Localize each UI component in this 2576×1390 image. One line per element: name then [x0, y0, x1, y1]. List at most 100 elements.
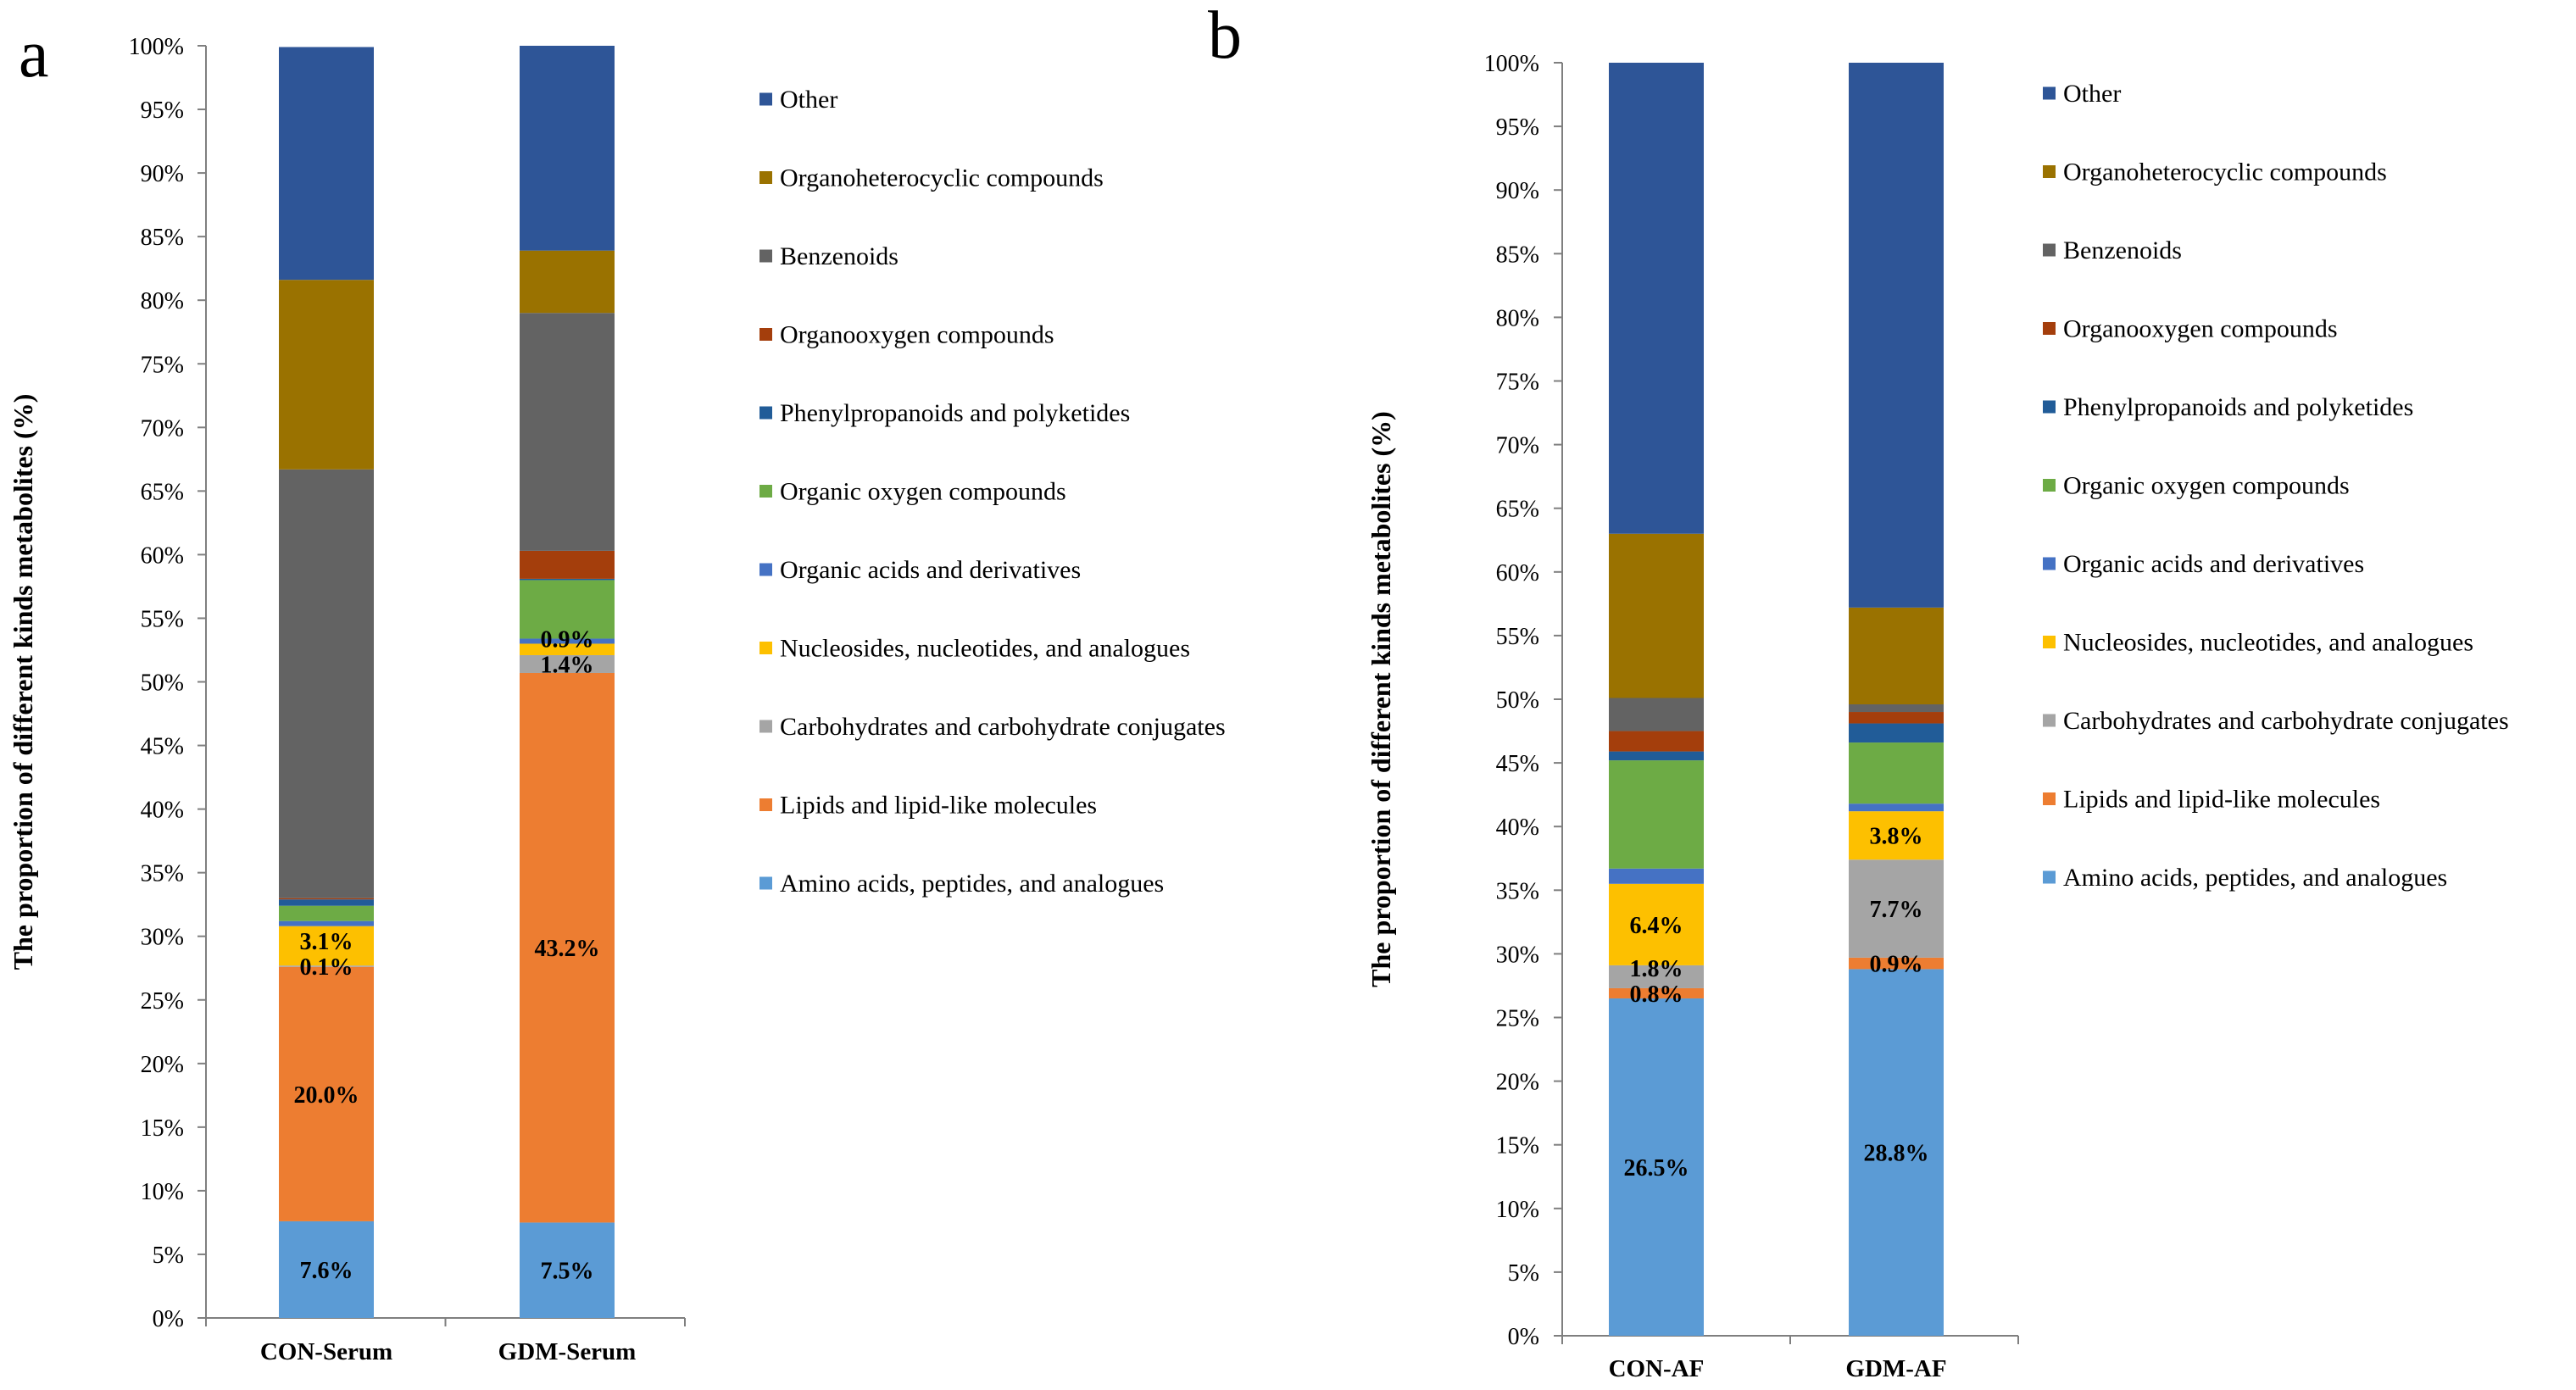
- legend-label: Carbohydrates and carbohydrate conjugate…: [2063, 707, 2509, 735]
- legend-label: Organic acids and derivatives: [2063, 550, 2364, 578]
- data-label: 0.8%: [1630, 981, 1683, 1008]
- legend-swatch: [2043, 479, 2056, 492]
- bar-segment: [1849, 63, 1944, 608]
- y-tick-label: 95%: [141, 97, 184, 124]
- legend-label: Organic acids and derivatives: [780, 556, 1081, 584]
- y-tick-label: 10%: [141, 1179, 184, 1205]
- legend-swatch: [2043, 243, 2056, 257]
- legend-label: Phenylpropanoids and polyketides: [780, 399, 1130, 427]
- data-label: 7.5%: [541, 1259, 594, 1285]
- bar-segment: [520, 46, 615, 251]
- legend-swatch: [2043, 165, 2056, 178]
- x-category-label: GDM-AF: [1845, 1355, 1946, 1382]
- data-label: 1.8%: [1630, 956, 1683, 982]
- legend-label: Lipids and lipid-like molecules: [780, 792, 1097, 820]
- bar-segment: [1849, 712, 1944, 724]
- y-tick-label: 90%: [1496, 178, 1539, 204]
- legend-label: Organooxygen compounds: [780, 321, 1054, 349]
- legend-swatch: [2043, 870, 2056, 884]
- data-label: 7.7%: [1870, 897, 1923, 923]
- legend-label: Organic oxygen compounds: [2063, 472, 2350, 500]
- legend-label: Other: [780, 86, 837, 114]
- bar-segment: [1849, 723, 1944, 743]
- bar-segment: [1609, 868, 1704, 884]
- y-tick-label: 90%: [141, 161, 184, 187]
- x-category-label: CON-AF: [1609, 1355, 1705, 1382]
- bar-segment: [1609, 965, 1704, 988]
- y-tick-label: 55%: [1496, 624, 1539, 650]
- legend-swatch: [759, 406, 772, 420]
- bar-segment: [1849, 607, 1944, 705]
- y-tick-label: 60%: [141, 542, 184, 569]
- legend-swatch: [759, 249, 772, 263]
- y-tick-label: 20%: [141, 1052, 184, 1078]
- bar-segment: [1849, 704, 1944, 713]
- y-tick-label: 70%: [141, 415, 184, 442]
- data-label: 0.1%: [300, 954, 353, 981]
- data-label: 3.1%: [300, 929, 353, 955]
- legend-swatch: [759, 485, 772, 498]
- legend-swatch: [759, 720, 772, 733]
- legend-label: Organoheterocyclic compounds: [2063, 158, 2387, 186]
- bar-segment: [1849, 811, 1944, 860]
- bar-segment: [279, 966, 374, 1221]
- y-tick-label: 85%: [141, 225, 184, 251]
- y-tick-label: 5%: [1508, 1260, 1539, 1287]
- panel-a-chart: a 0% 5% 10% 15% 20% 25% 30% 35% 40% 45% 50% 55% 60% 65…: [8, 17, 1226, 1365]
- y-tick-label: 55%: [141, 606, 184, 632]
- bar-segment: [1849, 742, 1944, 804]
- bar-segment: [279, 920, 374, 926]
- bar-segment: [520, 654, 615, 673]
- bar-segment: [279, 965, 374, 967]
- bar-segment: [520, 638, 615, 644]
- bar-segment: [279, 898, 374, 900]
- data-label: 0.9%: [541, 626, 594, 653]
- legend-swatch: [2043, 322, 2056, 335]
- y-tick-label: 30%: [141, 925, 184, 951]
- bar-segment: [279, 899, 374, 906]
- y-tick-label: 50%: [1496, 687, 1539, 714]
- y-tick-label: 80%: [141, 288, 184, 314]
- data-label: 1.4%: [541, 652, 594, 678]
- y-tick-label: 5%: [153, 1243, 184, 1269]
- y-tick-label: 40%: [1496, 815, 1539, 841]
- data-label: 26.5%: [1624, 1155, 1689, 1182]
- bar-segment: [279, 926, 374, 966]
- legend-swatch: [759, 876, 772, 890]
- legend-swatch: [2043, 792, 2056, 805]
- y-tick-label: 75%: [141, 352, 184, 378]
- legend-label: Other: [2063, 80, 2121, 108]
- legend-swatch: [2043, 86, 2056, 100]
- y-tick-label: 65%: [141, 479, 184, 505]
- legend-swatch: [2043, 557, 2056, 570]
- data-label: 3.8%: [1870, 824, 1923, 850]
- y-tick-label: 95%: [1496, 114, 1539, 141]
- data-label: 28.8%: [1864, 1141, 1929, 1167]
- legend-label: Lipids and lipid-like molecules: [2063, 786, 2380, 814]
- legend-label: Amino acids, peptides, and analogues: [780, 870, 1164, 898]
- bar-segment: [520, 1222, 615, 1318]
- y-tick-label: 35%: [1496, 878, 1539, 904]
- y-tick-label: 100%: [1484, 51, 1539, 77]
- y-tick-label: 70%: [1496, 433, 1539, 459]
- bar-segment: [520, 672, 615, 1223]
- y-tick-label: 0%: [1508, 1324, 1539, 1350]
- legend-swatch: [2043, 636, 2056, 648]
- legend-swatch: [759, 328, 772, 341]
- data-label: 20.0%: [294, 1082, 359, 1109]
- data-label: 7.6%: [300, 1258, 353, 1284]
- legend-label: Benzenoids: [780, 242, 899, 270]
- bar-segment: [279, 1220, 374, 1318]
- bar-segment: [1609, 883, 1704, 965]
- y-tick-label: 50%: [141, 670, 184, 697]
- y-tick-label: 65%: [1496, 497, 1539, 523]
- legend-label: Nucleosides, nucleotides, and analogues: [2063, 629, 2473, 657]
- bar-segment: [1609, 760, 1704, 869]
- bar-segment: [520, 580, 615, 639]
- y-tick-label: 25%: [141, 988, 184, 1015]
- bar-segment: [520, 578, 615, 581]
- y-axis-title: The proportion of different kinds metabo…: [1366, 411, 1396, 987]
- legend-label: Phenylpropanoids and polyketides: [2063, 393, 2413, 421]
- bar-segment: [1609, 533, 1704, 698]
